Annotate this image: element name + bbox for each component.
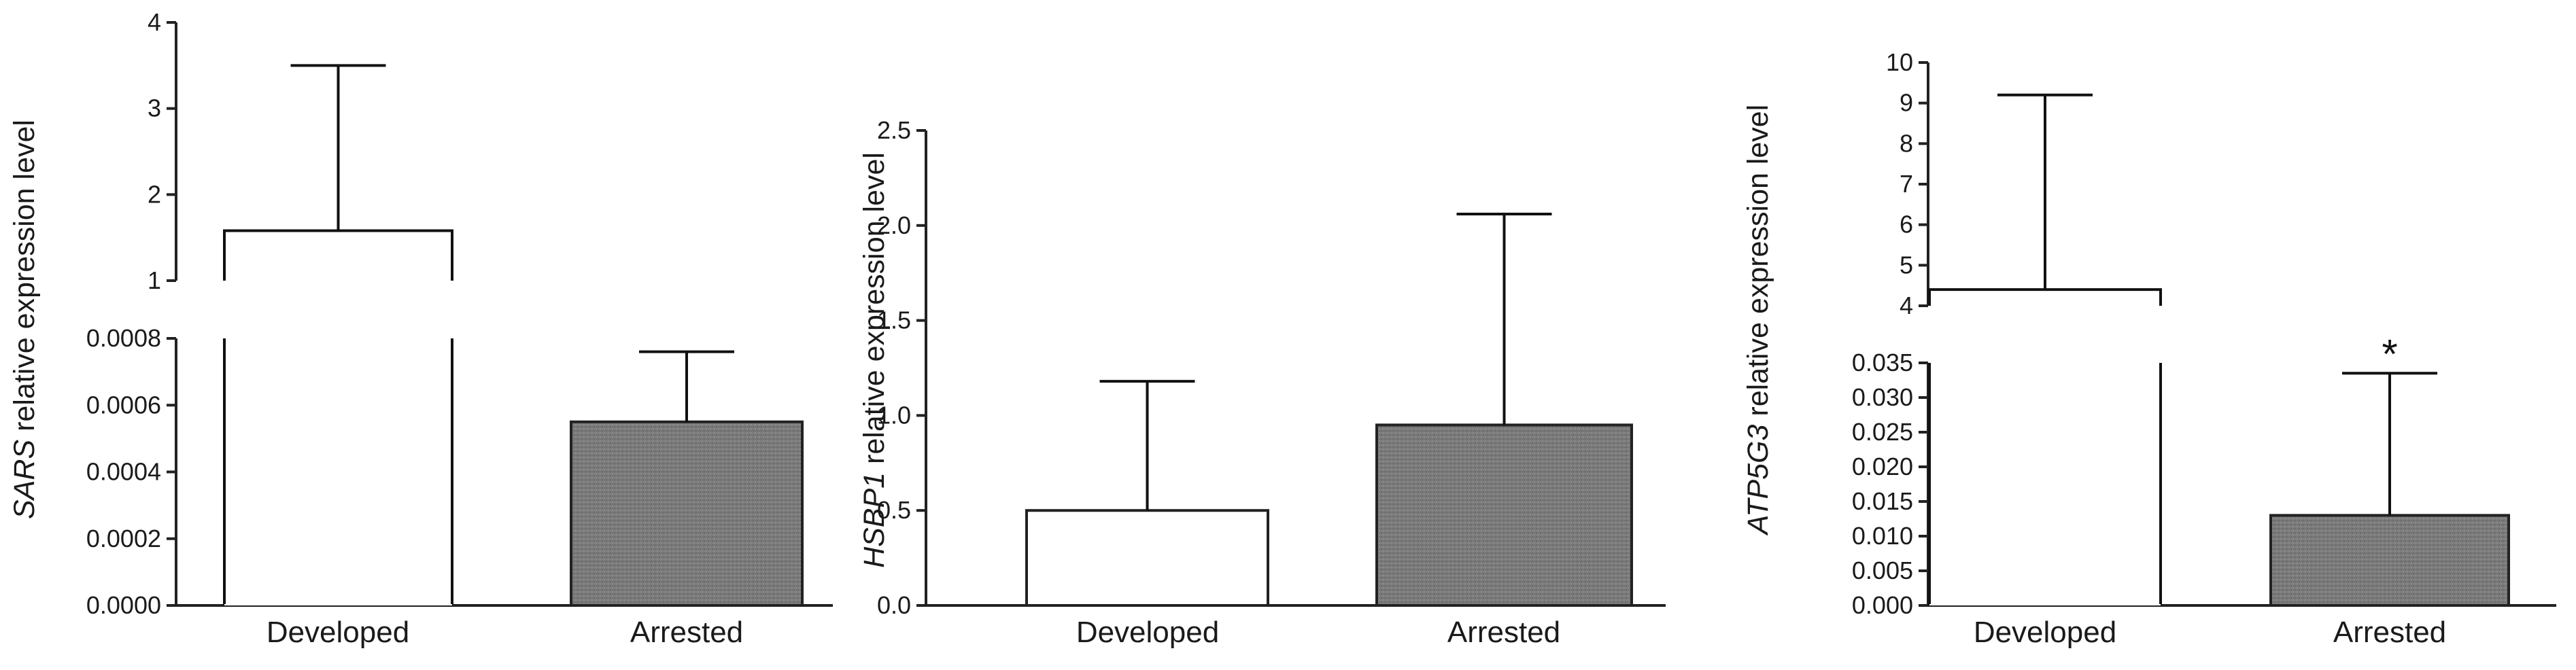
y-tick-label: 5 [1900,251,1913,279]
y-tick-label: 4 [148,8,161,36]
y-tick-label: 0.0 [877,591,911,619]
y-axis-title-text: relative expression level [8,120,41,440]
y-tick-label: 1 [148,266,161,294]
bar-developed [1928,288,2162,306]
chart-panel-hsbp1: 0.0 0.5 1.0 1.5 2.0 2.5 Developed Arrested HSBP1… [858,116,1666,649]
y-tick-label: 0.030 [1852,383,1913,411]
bar-arrested [1375,423,1633,607]
y-tick-label: 0.0002 [86,525,161,552]
bar-developed [1025,509,1269,607]
category-label: Developed [1974,616,2116,649]
significance-marker: * [2382,331,2397,376]
y-tick-label: 0.0006 [86,391,161,419]
y-tick-label: 3 [148,94,161,122]
bar-lower-edges [223,338,453,605]
bar-developed [223,229,453,281]
y-tick-label: 0.015 [1852,487,1913,515]
category-label: Developed [1076,616,1219,649]
y-axis-title: HSBP1 relative expression level [858,152,891,568]
y-tick-label: 0.0000 [86,591,161,619]
y-axis-title-text: relative expression level [1742,105,1774,425]
y-tick-label: 0.020 [1852,453,1913,480]
y-tick-label: 0.0004 [86,458,161,486]
category-label: Arrested [630,616,743,649]
y-tick-label: 0.025 [1852,418,1913,446]
y-tick-label: 10 [1886,48,1913,76]
y-tick-label: 8 [1900,129,1913,157]
y-tick-label: 9 [1900,89,1913,117]
category-label: Developed [267,616,409,649]
y-axis-title-text: relative expression level [858,152,891,472]
y-axis-title-gene: SARS [8,440,41,519]
y-tick-label: 0.5 [877,496,911,524]
y-tick-label: 0.0008 [86,324,161,352]
category-label: Arrested [1447,616,1560,649]
y-tick-label: 0.000 [1852,591,1913,619]
y-tick-label: 2.5 [877,116,911,144]
y-axis-title-gene: ATP5G3 [1742,424,1774,536]
y-tick-label: 1.0 [877,401,911,429]
chart-panel-atp5g3: 0.000 0.005 0.010 0.015 0.020 0.025 0.030 0.035… [1742,48,2556,649]
y-tick-label: 6 [1900,211,1913,239]
bar-base-fill [224,604,452,605]
y-tick-label: 0.035 [1852,349,1913,376]
chart-panel-sars: 0.0000 0.0002 0.0004 0.0006 0.0008 1 2 3 4 Develo… [8,8,833,649]
y-tick-label: 0.010 [1852,522,1913,550]
y-tick-label: 2.0 [877,211,911,239]
y-tick-label: 7 [1900,170,1913,198]
bar-arrested [2269,514,2510,607]
bar-lower-edges [1928,363,2162,605]
y-tick-label: 2 [148,180,161,208]
y-tick-label: 0.005 [1852,557,1913,584]
y-axis-title: SARS relative expression level [8,120,41,519]
category-label: Arrested [2333,616,2446,649]
y-axis-title-gene: HSBP1 [858,472,891,568]
y-tick-label: 4 [1900,292,1913,319]
bar-arrested [570,420,804,607]
bar-base-fill [1929,604,2161,605]
y-axis-title: ATP5G3 relative expression level [1742,105,1774,537]
y-tick-label: 1.5 [877,306,911,334]
